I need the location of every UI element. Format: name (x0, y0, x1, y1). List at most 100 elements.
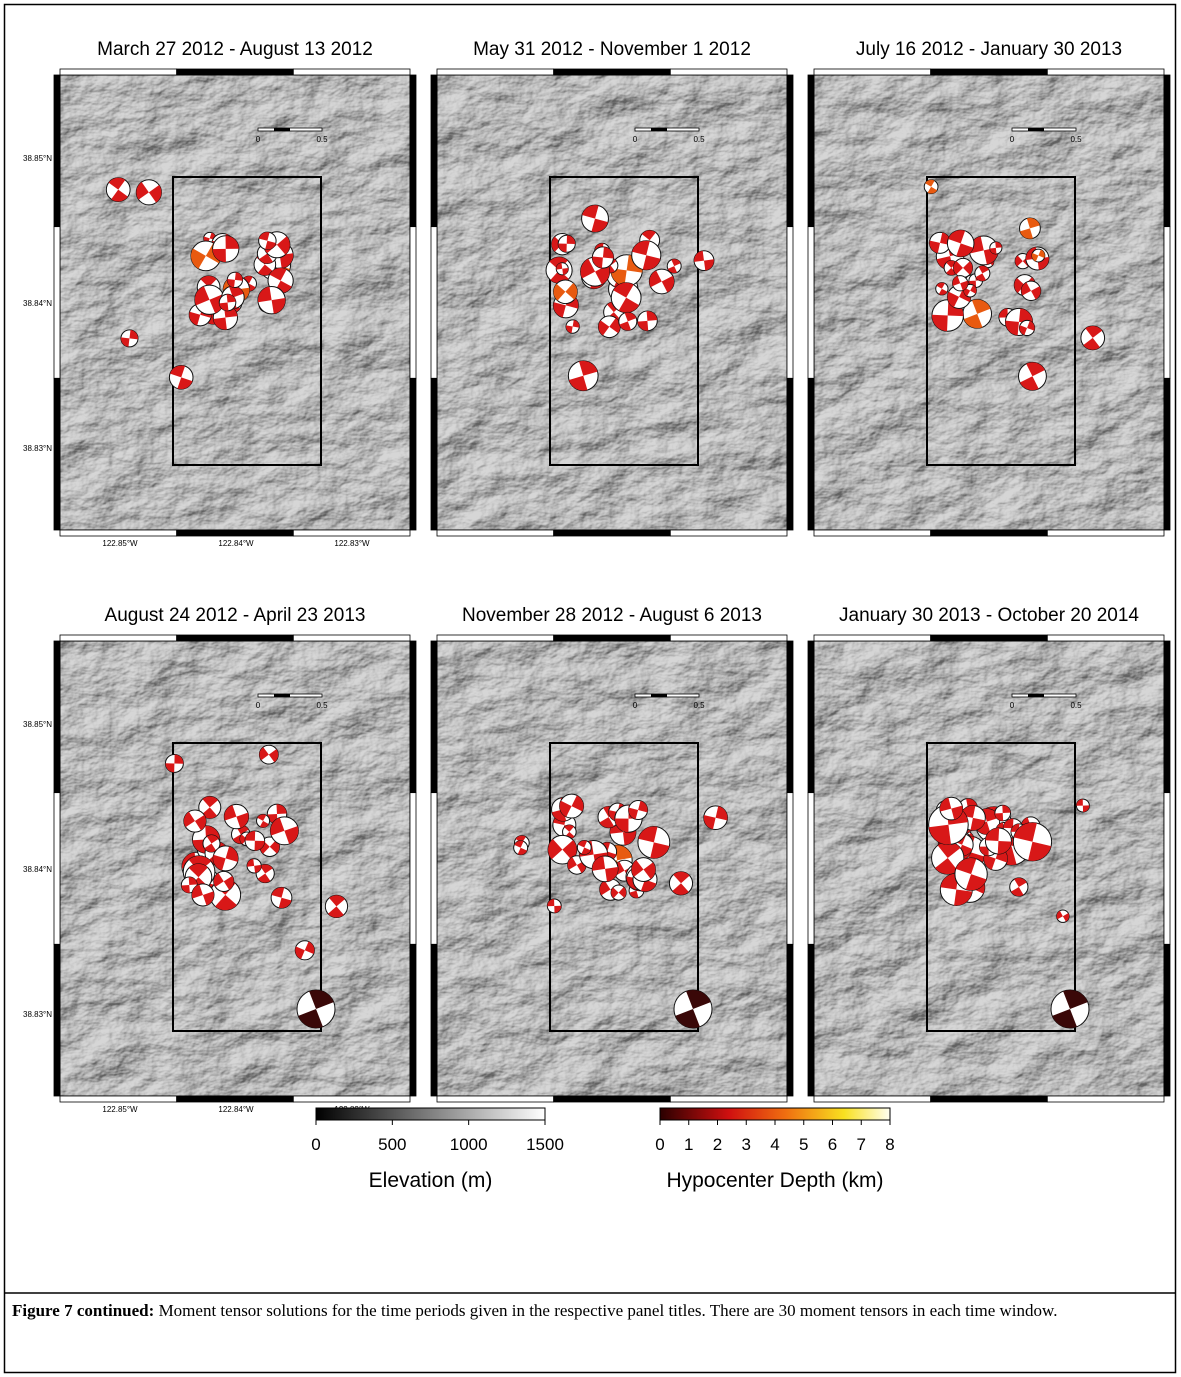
scale-label: 0.5 (693, 135, 705, 144)
lat-label: 38.84°N (23, 865, 52, 874)
frame-bar (410, 641, 416, 793)
frame-bar (177, 635, 294, 641)
frame-bar (54, 793, 60, 945)
colorbar-tick-label: 1 (684, 1135, 693, 1154)
frame-bar (1047, 635, 1164, 641)
frame-bar (1164, 378, 1170, 530)
panel-title: March 27 2012 - August 13 2012 (97, 39, 373, 60)
map-panel: August 24 2012 - April 23 2013 0 0.5 38.85°… (23, 605, 416, 1114)
frame-bar (437, 1096, 554, 1102)
caption-text: Moment tensor solutions for the time per… (159, 1301, 1058, 1320)
frame-bar (554, 635, 671, 641)
frame-bar (410, 75, 416, 227)
panel-title: July 16 2012 - January 30 2013 (856, 39, 1122, 60)
colorbar-tick-label: 7 (857, 1135, 866, 1154)
frame-bar (670, 1096, 787, 1102)
hillshade (60, 641, 410, 1096)
scale-label: 0 (256, 701, 261, 710)
frame-bar (60, 530, 177, 536)
frame-bar (814, 1096, 931, 1102)
colorbar-tick-label: 4 (770, 1135, 779, 1154)
scale-label: 0 (256, 135, 261, 144)
frame-bar (814, 530, 931, 536)
frame-bar (1164, 944, 1170, 1096)
caption-label: Figure 7 continued: (12, 1301, 154, 1320)
scale-bar-segment (274, 694, 290, 697)
lat-label: 38.84°N (23, 299, 52, 308)
frame-bar (670, 530, 787, 536)
frame-bar (437, 69, 554, 75)
frame-bar (670, 635, 787, 641)
lat-label: 38.83°N (23, 444, 52, 453)
scale-label: 0.5 (316, 135, 328, 144)
scale-label: 0 (633, 701, 638, 710)
frame-bar (931, 69, 1048, 75)
frame-bar (410, 227, 416, 379)
colorbar (316, 1108, 545, 1120)
frame-bar (554, 1096, 671, 1102)
frame-bar (410, 944, 416, 1096)
map-panel: July 16 2012 - January 30 201300.5 (808, 39, 1170, 536)
colorbar (660, 1108, 890, 1120)
lon-label: 122.84°W (218, 1105, 254, 1114)
frame-bar (814, 635, 931, 641)
frame-bar (431, 641, 437, 793)
scale-bar-segment (274, 128, 290, 131)
scale-label: 0.5 (1070, 701, 1082, 710)
frame-bar (54, 227, 60, 379)
lon-label: 122.85°W (102, 1105, 138, 1114)
frame-bar (293, 530, 410, 536)
frame-bar (177, 69, 294, 75)
panel-title: August 24 2012 - April 23 2013 (105, 605, 366, 626)
frame-bar (808, 793, 814, 945)
scale-label: 0.5 (316, 701, 328, 710)
frame-bar (177, 1096, 294, 1102)
frame-bar (808, 641, 814, 793)
colorbar-title: Hypocenter Depth (km) (666, 1169, 883, 1192)
frame-bar (931, 635, 1048, 641)
frame-bar (1047, 69, 1164, 75)
frame-bar (787, 641, 793, 793)
frame-bar (431, 227, 437, 379)
lat-label: 38.83°N (23, 1010, 52, 1019)
panel-title: November 28 2012 - August 6 2013 (462, 605, 762, 626)
frame-bar (293, 1096, 410, 1102)
colorbar-tick-label: 500 (378, 1135, 406, 1154)
colorbar-tick-label: 5 (799, 1135, 808, 1154)
frame-bar (431, 378, 437, 530)
frame-bar (554, 530, 671, 536)
frame-bar (931, 1096, 1048, 1102)
frame-bar (54, 944, 60, 1096)
frame-bar (431, 944, 437, 1096)
colorbar-tick-label: 0 (655, 1135, 664, 1154)
scale-label: 0 (1010, 701, 1015, 710)
frame-bar (787, 75, 793, 227)
frame-bar (670, 69, 787, 75)
lon-label: 122.83°W (334, 539, 370, 548)
scale-bar-segment (1028, 694, 1044, 697)
colorbar-tick-label: 3 (742, 1135, 751, 1154)
lon-label: 122.84°W (218, 539, 254, 548)
frame-bar (787, 227, 793, 379)
frame-bar (293, 635, 410, 641)
frame-bar (431, 793, 437, 945)
colorbar-tick-label: 2 (713, 1135, 722, 1154)
frame-bar (54, 641, 60, 793)
frame-bar (60, 1096, 177, 1102)
frame-bar (60, 635, 177, 641)
scale-label: 0 (633, 135, 638, 144)
frame-bar (437, 530, 554, 536)
frame-bar (410, 793, 416, 945)
frame-bar (431, 75, 437, 227)
frame-bar (177, 530, 294, 536)
frame-bar (60, 69, 177, 75)
colorbar-title: Elevation (m) (369, 1169, 493, 1192)
panel-title: May 31 2012 - November 1 2012 (473, 39, 751, 60)
lat-label: 38.85°N (23, 720, 52, 729)
frame-bar (808, 378, 814, 530)
caption: Figure 7 continued: Moment tensor soluti… (12, 1300, 1170, 1322)
colorbar-tick-label: 1500 (526, 1135, 564, 1154)
map-panel: May 31 2012 - November 1 2012 0 0.5 (431, 39, 793, 536)
frame-bar (293, 69, 410, 75)
scale-bar-segment (651, 694, 667, 697)
